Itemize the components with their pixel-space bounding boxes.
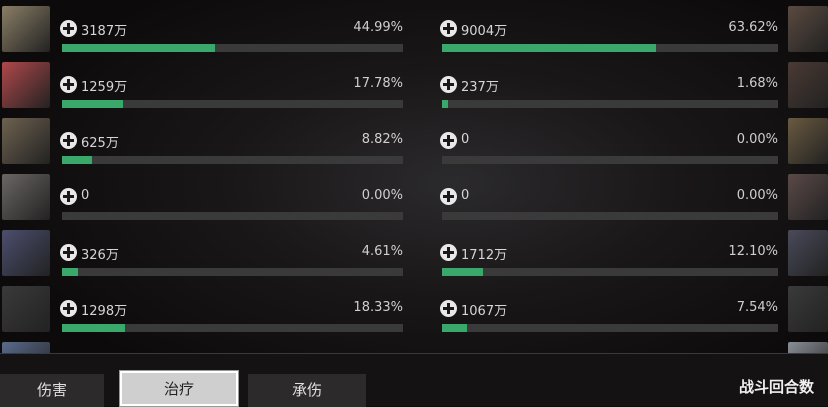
heal-percent: 1.68% <box>736 76 778 91</box>
heal-bar <box>442 212 778 220</box>
stat-row: 0 0.00% <box>0 118 828 174</box>
heal-plus-icon <box>440 132 457 149</box>
character-avatar[interactable] <box>788 6 828 52</box>
heal-bar <box>62 212 403 220</box>
battle-rounds-label: 战斗回合数 <box>738 378 814 396</box>
heal-value: 1259万 <box>81 80 128 95</box>
heal-plus-icon <box>60 76 77 93</box>
heal-value: 9004万 <box>461 24 508 39</box>
heal-percent: 0.00% <box>736 188 778 203</box>
heal-value: 0 <box>461 132 470 147</box>
heal-bar <box>442 268 778 276</box>
stat-row: 9004万 63.62% <box>0 6 828 62</box>
heal-value: 1298万 <box>81 304 128 319</box>
tab-damage[interactable]: 伤害 <box>0 374 104 407</box>
heal-plus-icon <box>440 244 457 261</box>
character-avatar[interactable] <box>788 286 828 332</box>
stat-row: 0 0.00% <box>0 174 828 230</box>
heal-bar-fill <box>442 44 656 52</box>
heal-plus-icon <box>440 188 457 205</box>
character-avatar[interactable] <box>788 118 828 164</box>
character-avatar[interactable] <box>788 174 828 220</box>
character-avatar[interactable] <box>2 230 50 276</box>
heal-bar-fill <box>442 324 468 332</box>
heal-percent: 0.00% <box>361 188 403 203</box>
stat-row: 1067万 7.54% <box>0 286 828 342</box>
stat-row: 237万 1.68% <box>0 62 828 118</box>
heal-bar <box>442 156 778 164</box>
character-avatar[interactable] <box>2 118 50 164</box>
stat-row: 1298万 18.33% <box>0 286 828 342</box>
heal-bar <box>62 44 403 52</box>
bottom-bar: 伤害 治疗 承伤 战斗回合数 <box>0 353 828 407</box>
heal-percent: 12.10% <box>728 244 778 259</box>
heal-bar <box>442 324 778 332</box>
heal-bar-fill <box>442 100 448 108</box>
character-avatar[interactable] <box>788 62 828 108</box>
heal-plus-icon <box>440 300 457 317</box>
heal-bar-fill <box>62 44 216 52</box>
heal-percent: 17.78% <box>353 76 403 91</box>
heal-value: 0 <box>461 188 470 203</box>
character-avatar[interactable] <box>2 62 50 108</box>
heal-bar <box>62 324 403 332</box>
heal-bar-fill <box>62 268 78 276</box>
tab-damage-taken[interactable]: 承伤 <box>248 374 366 407</box>
heal-value: 0 <box>81 188 90 203</box>
heal-bar-fill <box>442 268 483 276</box>
heal-percent: 0.00% <box>736 132 778 147</box>
heal-plus-icon <box>60 244 77 261</box>
heal-value: 3187万 <box>81 24 128 39</box>
heal-value: 326万 <box>81 248 119 263</box>
heal-value: 237万 <box>461 80 499 95</box>
stat-row: 3187万 44.99% <box>0 6 828 62</box>
heal-percent: 7.54% <box>736 300 778 315</box>
heal-value: 1712万 <box>461 248 508 263</box>
heal-bar <box>62 156 403 164</box>
heal-bar <box>62 268 403 276</box>
tab-healing[interactable]: 治疗 <box>119 370 239 407</box>
heal-bar-fill <box>62 100 123 108</box>
heal-bar <box>442 100 778 108</box>
stat-row: 1712万 12.10% <box>0 230 828 286</box>
heal-plus-icon <box>60 132 77 149</box>
heal-value: 1067万 <box>461 304 508 319</box>
heal-percent: 44.99% <box>353 20 403 35</box>
character-avatar[interactable] <box>2 6 50 52</box>
character-avatar[interactable] <box>2 286 50 332</box>
heal-bar-fill <box>62 156 93 164</box>
heal-bar <box>62 100 403 108</box>
stat-row: 625万 8.82% <box>0 118 828 174</box>
heal-percent: 4.61% <box>361 244 403 259</box>
character-avatar[interactable] <box>2 174 50 220</box>
heal-plus-icon <box>60 188 77 205</box>
heal-percent: 18.33% <box>353 300 403 315</box>
heal-percent: 8.82% <box>361 132 403 147</box>
heal-bar <box>442 44 778 52</box>
heal-bar-fill <box>62 324 125 332</box>
heal-plus-icon <box>440 76 457 93</box>
heal-value: 625万 <box>81 136 119 151</box>
stat-row: 1259万 17.78% <box>0 62 828 118</box>
character-avatar[interactable] <box>788 230 828 276</box>
heal-plus-icon <box>60 20 77 37</box>
stat-row: 0 0.00% <box>0 174 828 230</box>
heal-plus-icon <box>440 20 457 37</box>
stat-row: 326万 4.61% <box>0 230 828 286</box>
heal-percent: 63.62% <box>728 20 778 35</box>
heal-plus-icon <box>60 300 77 317</box>
